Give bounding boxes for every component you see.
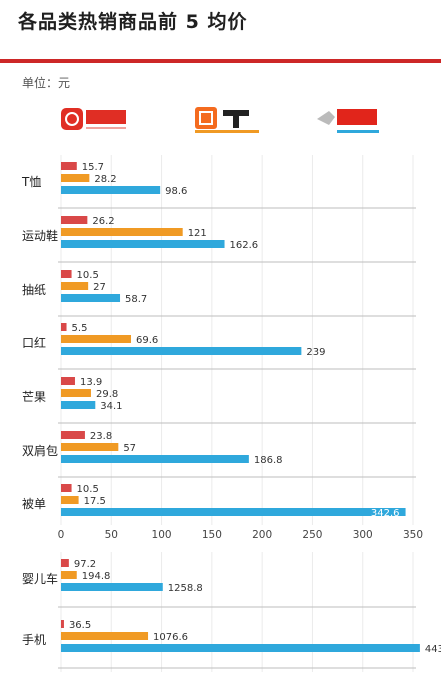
page-title: 各品类热销商品前 5 均价 [18, 11, 248, 33]
unit-label: 单位：元 [22, 76, 71, 90]
x-tick-label: 350 [403, 529, 423, 541]
value-label: 10.5 [77, 484, 99, 495]
value-label: 5.5 [72, 323, 88, 334]
pinduoduo-logo-icon [61, 108, 126, 130]
value-label: 69.6 [136, 335, 158, 346]
jd-logo-icon [317, 109, 379, 133]
category-label: 运动鞋 [22, 228, 58, 243]
value-label: 26.2 [92, 216, 114, 227]
category-label: 婴儿车 [22, 571, 58, 586]
bar [61, 401, 96, 409]
bar [61, 389, 91, 397]
bar [61, 571, 77, 579]
value-label: 34.1 [100, 401, 122, 412]
value-label: 162.6 [230, 240, 259, 251]
value-label: 97.2 [74, 559, 96, 570]
category-label: T恤 [21, 175, 41, 189]
bar [61, 644, 420, 652]
bar [61, 508, 406, 516]
value-label: 10.5 [77, 270, 99, 281]
x-tick-label: 200 [252, 529, 272, 541]
value-label: 1258.8 [168, 583, 203, 594]
category-label: 芒果 [22, 389, 46, 404]
category-label: 被单 [22, 497, 46, 511]
value-label: 121 [188, 228, 207, 239]
title-divider [0, 59, 441, 63]
value-label: 239 [306, 347, 325, 358]
category-label: 双肩包 [22, 443, 58, 458]
bar [61, 216, 88, 224]
value-label: 4439 [425, 644, 441, 655]
x-tick-label: 150 [202, 529, 222, 541]
value-label: 58.7 [125, 294, 147, 305]
bar [61, 240, 225, 248]
bar [61, 377, 75, 385]
bar [61, 174, 90, 182]
bar [61, 620, 64, 628]
value-label: 57 [123, 443, 136, 454]
value-label: 186.8 [254, 455, 283, 466]
value-label: 36.5 [69, 620, 91, 631]
bar [61, 496, 79, 504]
bar [61, 162, 77, 170]
value-label: 17.5 [84, 496, 106, 507]
x-tick-label: 100 [152, 529, 172, 541]
category-label: 口红 [22, 335, 46, 350]
bar [61, 455, 249, 463]
category-label: 手机 [22, 633, 46, 647]
bar [61, 186, 161, 194]
bar [61, 228, 183, 236]
bar [61, 484, 72, 492]
bar [61, 347, 302, 355]
value-label: 1076.6 [153, 632, 188, 643]
bar [61, 443, 119, 451]
bar [61, 294, 121, 302]
bar [61, 323, 67, 331]
bar [61, 282, 89, 290]
bar [61, 583, 163, 591]
bar [61, 632, 149, 640]
bar [61, 431, 85, 439]
value-label: 194.8 [82, 571, 111, 582]
x-tick-label: 250 [302, 529, 322, 541]
value-label: 342.6 [371, 508, 400, 519]
value-label: 29.8 [96, 389, 118, 400]
taobao-tmall-logo-icon [195, 107, 259, 133]
value-label: 98.6 [165, 186, 187, 197]
category-label: 抽纸 [22, 283, 46, 297]
value-label: 28.2 [94, 174, 116, 185]
value-label: 23.8 [90, 431, 112, 442]
value-label: 15.7 [82, 162, 104, 173]
x-tick-label: 300 [353, 529, 373, 541]
bar [61, 559, 69, 567]
x-tick-label: 0 [58, 529, 65, 541]
bar [61, 335, 131, 343]
value-label: 13.9 [80, 377, 102, 388]
x-tick-label: 50 [105, 529, 118, 541]
bar [61, 270, 72, 278]
value-label: 27 [93, 282, 106, 293]
